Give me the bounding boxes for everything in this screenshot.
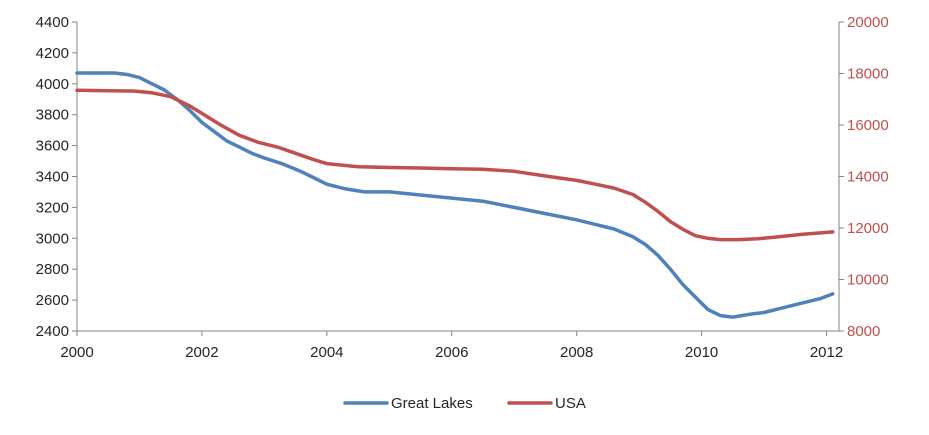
x-tick-label: 2006 <box>435 344 468 361</box>
left-tick-label: 2600 <box>36 292 69 309</box>
series-line-great-lakes <box>75 71 835 319</box>
left-y-axis: 2400 2600 2800 3000 3200 3400 3600 3800 4000 4200… <box>36 14 78 340</box>
x-tick-label: 2012 <box>810 344 843 361</box>
left-tick-label: 3800 <box>36 107 69 124</box>
left-tick-label: 2800 <box>36 261 69 278</box>
left-tick-label: 4400 <box>36 14 69 31</box>
left-tick-label: 4000 <box>36 76 69 93</box>
x-tick-label: 2010 <box>685 344 718 361</box>
series-layer <box>75 71 835 319</box>
left-tick-label: 3200 <box>36 199 69 216</box>
right-tick-label: 8000 <box>847 323 880 340</box>
x-tick-label: 2004 <box>310 344 343 361</box>
x-tick-label: 2008 <box>560 344 593 361</box>
legend-label: USA <box>555 395 586 412</box>
x-tick-label: 2000 <box>60 344 93 361</box>
right-tick-label: 20000 <box>847 14 889 31</box>
left-tick-label: 3400 <box>36 169 69 186</box>
left-tick-label: 3000 <box>36 230 69 247</box>
right-tick-label: 18000 <box>847 66 889 83</box>
right-tick-label: 10000 <box>847 272 889 289</box>
left-tick-label: 4200 <box>36 45 69 62</box>
left-tick-label: 2400 <box>36 323 69 340</box>
x-tick-label: 2002 <box>185 344 218 361</box>
left-tick-label: 3600 <box>36 138 69 155</box>
x-axis: 2000 2002 2004 2006 2008 2010 2012 <box>60 330 843 361</box>
right-tick-label: 14000 <box>847 169 889 186</box>
series-line-usa <box>75 88 835 242</box>
right-y-axis: 8000 10000 12000 14000 16000 18000 20000 <box>838 14 889 340</box>
right-tick-label: 16000 <box>847 117 889 134</box>
right-tick-label: 12000 <box>847 220 889 237</box>
legend: Great Lakes USA <box>343 395 586 412</box>
legend-label: Great Lakes <box>391 395 473 412</box>
